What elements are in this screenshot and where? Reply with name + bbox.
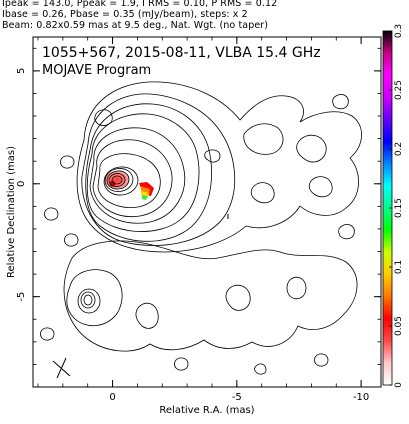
- header-line-3: Beam: 0.82x0.59 mas at 9.5 deg., Nat. Wg…: [2, 20, 269, 31]
- header-line-2: Ibase = 0.26, Pbase = 0.35 (mJy/beam), s…: [2, 9, 248, 20]
- south-contours: [40, 240, 358, 375]
- x-axis-ticks: 0 -5 -10: [37, 37, 369, 403]
- x-tick-label: -5: [232, 392, 242, 403]
- y-tick-label: 5: [16, 68, 27, 74]
- pol-green: [142, 195, 148, 200]
- jet-contours: [44, 81, 362, 253]
- core-peak: [109, 180, 116, 187]
- x-tick-label: 0: [109, 392, 115, 403]
- plot-frame: [32, 36, 382, 388]
- colorbar-tick-label: 0: [394, 382, 404, 388]
- colorbar-tick-label: 0.25: [394, 80, 404, 100]
- colorbar-tick-label: 0.05: [394, 316, 404, 336]
- x-tick-label: -10: [353, 392, 369, 403]
- polarization-patch: [139, 182, 154, 200]
- colorbar-tick-label: 0.1: [394, 260, 404, 274]
- header-line-1: Ipeak = 143.0, Ppeak = 1.9, I RMS = 0.10…: [2, 0, 278, 9]
- core-contours: [81, 93, 236, 246]
- colorbar-ticks: 0 0.05 0.1 0.15 0.2 0.25 0.3: [389, 24, 404, 388]
- y-axis-ticks: 5 0 -5: [16, 47, 381, 365]
- beam-marker: [52, 357, 71, 379]
- y-tick-label: 0: [16, 181, 27, 187]
- chart-subtitle: MOJAVE Program: [42, 63, 151, 78]
- plot-content: [40, 81, 362, 375]
- x-axis-label: Relative R.A. (mas): [159, 405, 254, 416]
- colorbar-tick-label: 0.3: [394, 24, 404, 38]
- chart-title: 1055+567, 2015-08-11, VLBA 15.4 GHz: [42, 45, 321, 61]
- colorbar-tick-label: 0.2: [394, 142, 404, 156]
- beam-minor-axis: [56, 357, 67, 379]
- y-axis-label: Relative Declination (mas): [6, 146, 17, 278]
- y-tick-label: -5: [16, 292, 27, 302]
- colorbar-tick-label: 0.15: [394, 198, 404, 218]
